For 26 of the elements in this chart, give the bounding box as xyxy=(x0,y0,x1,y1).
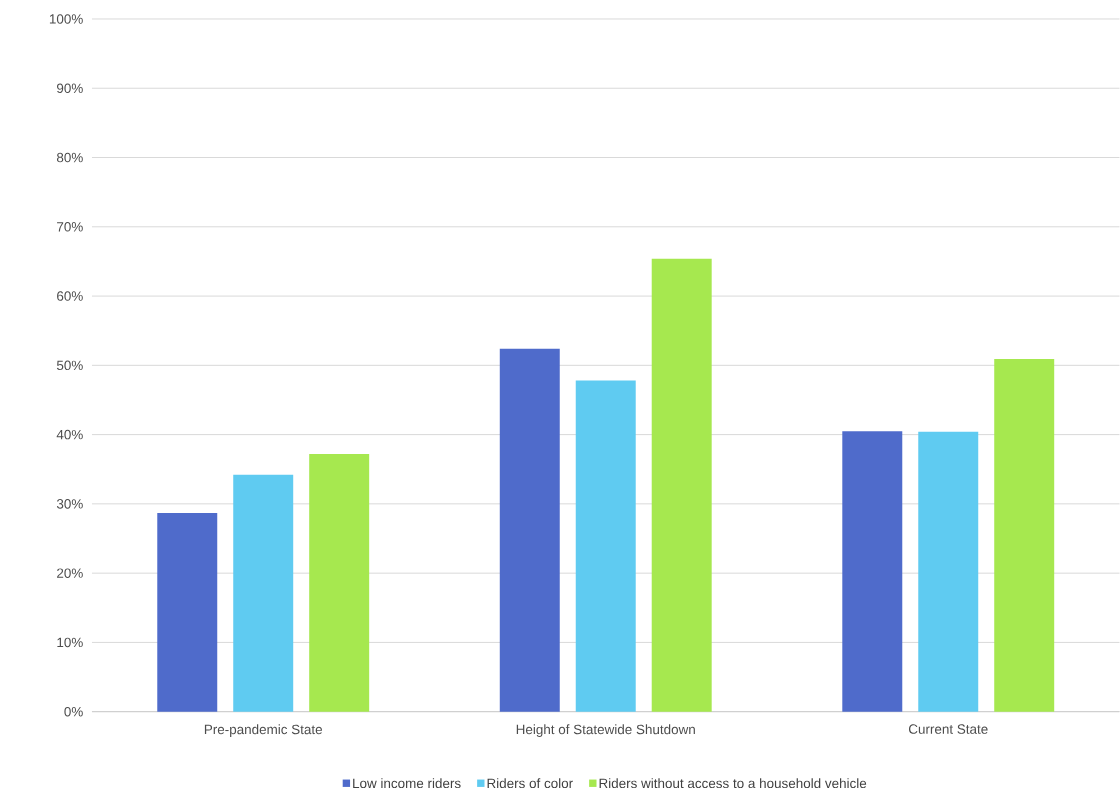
x-tick-label: Pre-pandemic State xyxy=(204,724,323,738)
bar xyxy=(309,454,370,712)
bar xyxy=(994,359,1055,712)
y-tick-label: 0% xyxy=(64,707,83,717)
y-tick-label: 70% xyxy=(57,222,83,232)
y-tick-label: 10% xyxy=(57,637,83,648)
y-tick-label: 100% xyxy=(49,14,83,24)
x-tick-label: Current State xyxy=(908,724,988,735)
bar xyxy=(651,258,712,712)
legend-label: Riders of color xyxy=(487,778,573,789)
y-tick-label: 20% xyxy=(57,568,83,579)
y-tick-label: 30% xyxy=(56,499,83,509)
bar xyxy=(157,513,218,712)
legend-label: Low income riders xyxy=(353,778,461,789)
x-tick-label: Height of Statewide Shutdown xyxy=(516,724,695,738)
y-tick-label: 60% xyxy=(57,291,83,301)
legend-label: Riders without access to a household vehicle xyxy=(599,778,867,789)
bar xyxy=(918,432,979,712)
y-tick-label: 80% xyxy=(56,152,83,163)
bar xyxy=(575,380,636,712)
bar xyxy=(233,474,294,712)
y-tick-label: 50% xyxy=(56,360,83,371)
y-tick-label: 40% xyxy=(56,430,83,440)
bar xyxy=(499,348,560,712)
y-tick-label: 90% xyxy=(57,83,83,94)
bar xyxy=(842,431,903,712)
